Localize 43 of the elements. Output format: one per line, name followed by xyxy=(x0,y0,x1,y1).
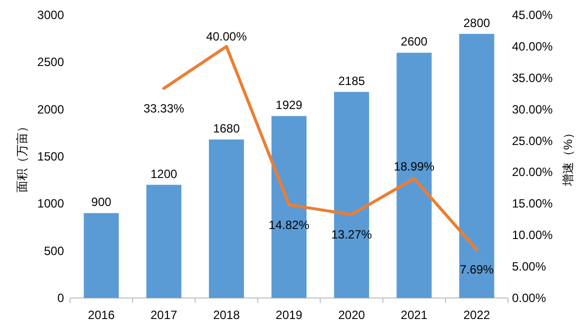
y2-tick-label: 25.00% xyxy=(512,134,554,148)
data-label: 1200 xyxy=(150,166,178,181)
y-tick-label: 2500 xyxy=(37,55,64,70)
y2-tick-label: 35.00% xyxy=(512,70,554,85)
y2-tick-label: 30.00% xyxy=(512,102,554,116)
bar xyxy=(396,52,432,298)
data-label: 1680 xyxy=(213,122,240,136)
bar xyxy=(84,213,119,298)
y2-tick-label: 10.00% xyxy=(512,228,554,242)
data-label: 2600 xyxy=(400,34,428,49)
data-label: 7.69% xyxy=(460,262,494,277)
y-axis-title: 面积（万亩） xyxy=(15,120,29,192)
y-tick-label: 1000 xyxy=(37,196,64,211)
y-tick-label: 0 xyxy=(57,291,64,305)
data-label: 33.33% xyxy=(144,101,185,116)
y-tick-label: 1500 xyxy=(37,150,64,164)
y2-tick-label: 20.00% xyxy=(512,165,554,180)
bar xyxy=(146,184,182,298)
y-tick-label: 3000 xyxy=(37,8,64,22)
data-label: 1929 xyxy=(276,98,303,112)
data-label: 900 xyxy=(91,195,112,210)
x-tick-label: 2016 xyxy=(88,308,115,322)
bar xyxy=(334,92,370,298)
y-tick-label: 500 xyxy=(44,244,64,258)
data-label: 2185 xyxy=(338,74,366,88)
bar xyxy=(459,34,494,298)
data-label: 40.00% xyxy=(206,29,248,44)
y2-tick-label: 0.00% xyxy=(512,291,546,305)
y2-tick-label: 45.00% xyxy=(512,8,554,22)
x-tick-label: 2020 xyxy=(338,308,366,322)
x-tick-label: 2018 xyxy=(213,308,240,322)
x-tick-label: 2022 xyxy=(463,308,490,322)
y2-tick-label: 40.00% xyxy=(512,39,554,54)
y2-tick-label: 15.00% xyxy=(512,196,554,211)
bar xyxy=(271,116,307,298)
data-label: 2800 xyxy=(463,16,490,30)
y2-axis-title: 增速（%） xyxy=(561,127,575,187)
bar xyxy=(208,140,244,298)
x-tick-label: 2021 xyxy=(400,308,428,322)
y2-tick-label: 5.00% xyxy=(512,260,546,274)
y-tick-label: 2000 xyxy=(37,102,64,116)
x-tick-label: 2017 xyxy=(150,308,178,322)
x-tick-label: 2019 xyxy=(276,308,303,322)
